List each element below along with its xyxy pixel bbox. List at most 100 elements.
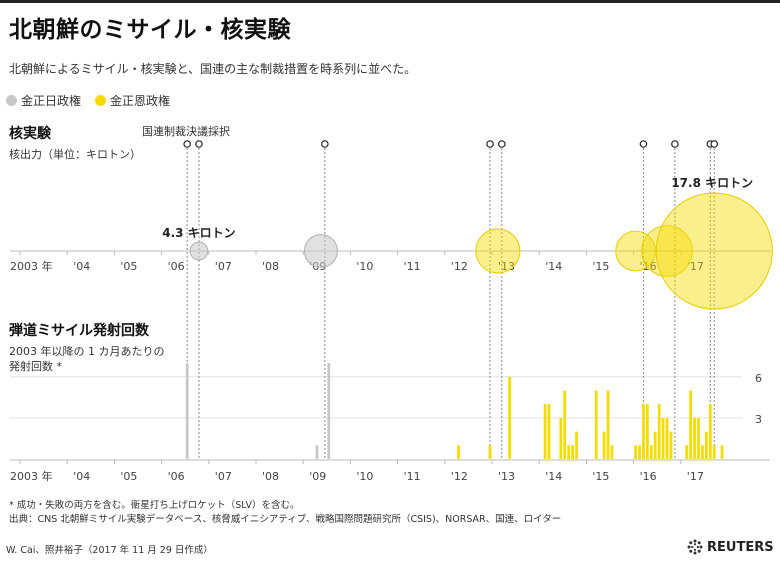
legend-label: 金正日政権 (21, 94, 82, 108)
x-tick-label: '10 (356, 260, 373, 273)
missile-bar (547, 404, 551, 459)
x-tick-label: '15 (592, 260, 609, 273)
missile-bar (457, 445, 460, 459)
nuclear-section-title: 核実験 (9, 126, 51, 142)
nuclear-test-bubble (303, 234, 338, 268)
missile-bar (610, 445, 614, 459)
missile-bar (669, 431, 673, 459)
missile-section-subtitle: 2003 年以降の 1 カ月あたりの 発射回数 * (9, 344, 189, 374)
nuclear-test-bubble (189, 241, 209, 261)
missile-bar (697, 417, 700, 459)
x-tick-label: '06 (168, 470, 185, 483)
x-tick-label: '11 (404, 260, 421, 273)
y-tick-label: 3 (755, 413, 762, 426)
x-tick-label: '05 (120, 260, 137, 273)
x-tick-label: '16 (640, 470, 657, 483)
missile-bar (720, 445, 724, 459)
missile-bar (602, 431, 606, 459)
x-tick-label: '14 (545, 470, 562, 483)
missile-bar (649, 445, 653, 459)
reuters-logo: REUTERS (687, 539, 774, 555)
x-tick-label: '08 (262, 260, 279, 273)
missile-bar (315, 445, 319, 459)
x-tick-label: '07 (215, 260, 232, 273)
x-tick-label: '12 (451, 260, 468, 273)
missile-bar (685, 445, 689, 459)
x-tick-label: '04 (73, 470, 90, 483)
x-tick-label: 2003 年 (10, 469, 53, 483)
missile-bar (704, 431, 708, 459)
x-tick-label: '12 (451, 470, 468, 483)
nuclear-test-bubble (615, 230, 656, 272)
missile-bar (708, 404, 712, 459)
un-resolution-marker (321, 140, 329, 148)
x-tick-label: '08 (262, 470, 279, 483)
legend: 金正日政権 金正恩政権 (6, 92, 184, 109)
missile-bar (185, 363, 189, 459)
missile-bar (563, 390, 567, 459)
un-resolution-marker (639, 140, 648, 148)
missile-bar (543, 404, 547, 459)
x-tick-label: '15 (592, 470, 609, 483)
reuters-dots-icon (687, 539, 703, 555)
missile-bar (327, 363, 331, 459)
nuclear-test-bubble (475, 228, 521, 274)
top-rule (0, 0, 780, 3)
un-resolution-label: 国連制裁決議採択 (142, 125, 230, 138)
page-subtitle: 北朝鮮によるミサイル・核実験と、国連の主な制裁措置を時系列に並べた。 (9, 62, 417, 76)
x-tick-label: '17 (687, 470, 704, 483)
x-tick-label: '17 (687, 260, 704, 273)
un-resolution-marker (195, 140, 203, 148)
missile-bar (567, 445, 571, 459)
missile-bar (571, 445, 575, 459)
missile-bar (701, 445, 704, 459)
missile-bar (645, 404, 649, 459)
x-tick-label: '06 (168, 260, 185, 273)
missile-bar (642, 404, 645, 459)
x-tick-label: '07 (215, 470, 232, 483)
nuclear-test-bubble (655, 192, 773, 310)
x-tick-label: '05 (120, 470, 137, 483)
x-tick-label: '13 (498, 470, 515, 483)
page-title: 北朝鮮のミサイル・核実験 (9, 17, 291, 43)
reuters-wordmark: REUTERS (707, 539, 774, 555)
x-tick-label: '04 (73, 260, 90, 273)
x-tick-label: '10 (356, 470, 373, 483)
x-tick-label: 2003 年 (10, 259, 53, 273)
un-resolution-marker (710, 140, 719, 148)
un-resolution-marker (486, 140, 494, 148)
missile-bar (638, 445, 641, 459)
legend-label: 金正恩政権 (110, 94, 171, 108)
un-resolution-marker (671, 140, 679, 148)
x-tick-label: '09 (309, 470, 326, 483)
legend-item-kim-jong-un: 金正恩政権 (95, 92, 170, 109)
nuclear-test-bubble (641, 225, 693, 277)
missile-bar (594, 390, 598, 459)
annotation-first-test: 4.3 キロトン (162, 226, 235, 240)
legend-item-kim-jong-il: 金正日政権 (6, 92, 81, 109)
missile-bar (665, 417, 669, 459)
un-resolution-marker (498, 140, 506, 148)
missile-bar (657, 404, 661, 459)
missile-subtitle-line1: 2003 年以降の 1 カ月あたりの (9, 345, 165, 358)
missile-bar (508, 376, 512, 459)
x-tick-label: '14 (545, 260, 562, 273)
missile-bar (653, 431, 657, 459)
un-resolution-marker (183, 140, 191, 148)
missile-bar (634, 445, 637, 459)
missile-bar (661, 417, 665, 459)
nuclear-section-subtitle: 核出力（単位：キロトン） (9, 148, 141, 161)
credit-line: W. Cai、照井裕子（2017 年 11 月 29 日作成） (6, 545, 213, 556)
annotation-max-test: 17.8 キロトン (671, 176, 753, 190)
missile-subtitle-line2: 発射回数 * (9, 360, 62, 373)
x-tick-label: '11 (404, 470, 421, 483)
missile-section-title: 弾道ミサイル発射回数 (9, 323, 149, 339)
footnote: * 成功・失敗の両方を含む。衛星打ち上げロケット（SLV）を含む。 (9, 500, 300, 511)
missile-bar (559, 417, 563, 459)
missile-bar (693, 417, 696, 459)
missile-bar (488, 445, 492, 459)
missile-bar (606, 390, 610, 459)
y-tick-label: 6 (755, 372, 762, 385)
legend-swatch-gray (6, 95, 17, 106)
